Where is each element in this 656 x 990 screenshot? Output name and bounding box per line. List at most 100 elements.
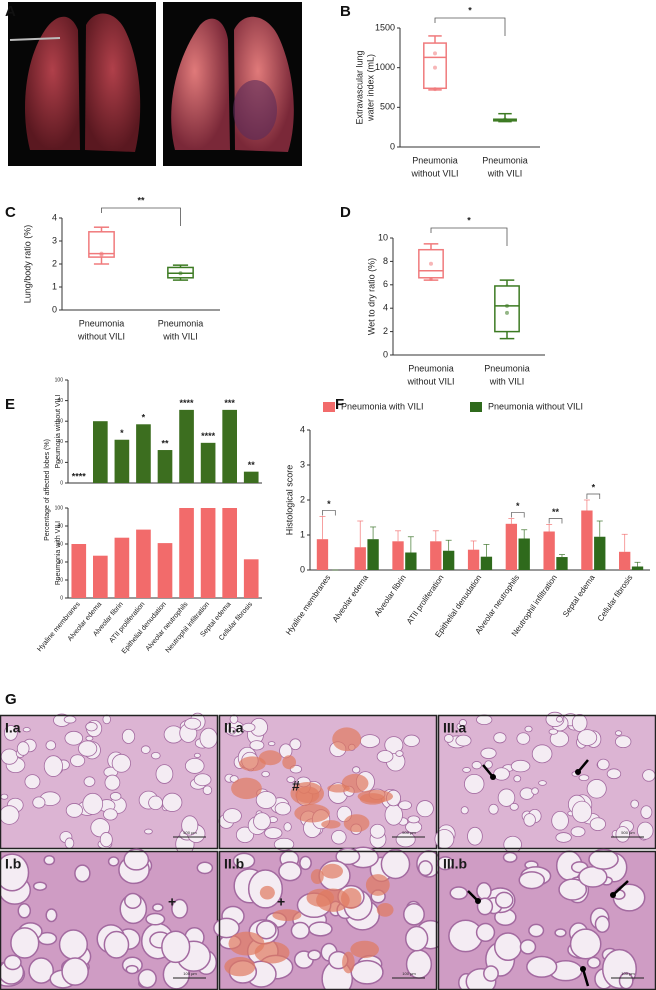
alveolus: [434, 829, 455, 849]
legend-swatch: [323, 402, 335, 412]
alveolus: [32, 796, 46, 809]
lung: [85, 13, 141, 153]
alveolus: [103, 930, 130, 959]
alveolus: [61, 957, 89, 986]
alveolus: [43, 854, 56, 866]
alveolus: [369, 823, 386, 839]
alveolus: [615, 826, 630, 843]
alveolus: [497, 788, 516, 807]
x-tick-label: ATII proliferation: [405, 573, 446, 626]
alveolus: [528, 923, 545, 938]
alveolus: [85, 735, 94, 742]
alveolus: [516, 732, 531, 745]
bar: [71, 544, 87, 598]
alveolus: [350, 959, 384, 985]
arrow-head: [475, 898, 481, 904]
scale-label: 500 µm: [183, 830, 197, 835]
y-tick-label: 2: [300, 494, 305, 504]
alveolus: [45, 740, 57, 751]
bar: [114, 439, 130, 483]
significance: *: [467, 215, 471, 225]
significance: *: [468, 5, 472, 15]
alveolus: [102, 714, 111, 725]
y-tick-label: 100: [55, 505, 64, 511]
alveolus: [331, 829, 347, 845]
y-axis-label: Pneumonia with VILI: [55, 521, 62, 585]
significance-bracket: [548, 518, 563, 524]
alveolus: [278, 861, 302, 882]
alveolus: [58, 929, 89, 960]
alveolus: [222, 808, 242, 824]
alveolus: [267, 741, 276, 747]
alveolus: [70, 754, 86, 767]
bar: [136, 424, 151, 483]
significance: *: [327, 499, 331, 509]
x-tick-label: Septal edema: [561, 573, 597, 619]
bar: [594, 536, 606, 570]
significance-bracket: [430, 227, 508, 246]
x-tick-label: without VILI: [410, 168, 458, 178]
alveolus: [509, 802, 519, 811]
data-point: [178, 271, 183, 276]
scale-label: 500 µm: [402, 830, 416, 835]
micrograph-label: I.b: [5, 856, 21, 872]
alveolus: [148, 795, 163, 811]
y-tick-label: 1000: [375, 62, 395, 72]
alveolus: [476, 897, 494, 916]
hemorrhage: [321, 863, 343, 879]
y-tick-label: 80: [57, 523, 63, 529]
alveolus: [551, 810, 569, 831]
alveolus: [202, 785, 213, 795]
bar: [222, 508, 237, 598]
alveolus: [519, 939, 537, 955]
alveolus: [462, 767, 471, 773]
data-point: [433, 87, 437, 92]
significance: **: [248, 460, 256, 470]
data-point: [505, 303, 509, 308]
hemorrhage: [350, 940, 380, 959]
alveolus: [283, 822, 292, 832]
alveolus: [152, 903, 164, 912]
alveolus: [107, 856, 120, 867]
y-tick-label: 20: [57, 460, 63, 466]
alveolus: [554, 928, 567, 938]
bar: [157, 450, 173, 483]
alveolus: [0, 793, 9, 800]
hemorrhage: [224, 956, 256, 977]
y-tick-label: 0: [383, 349, 388, 359]
hemorrhage: [290, 781, 325, 806]
alveolus: [145, 912, 166, 926]
significance-bracket: [434, 17, 506, 36]
alveolus: [24, 774, 41, 790]
alveolus: [228, 727, 237, 735]
alveolus: [235, 826, 255, 844]
micrograph: III.a 500 µm: [434, 711, 656, 854]
alveolus: [137, 968, 157, 989]
y-tick-label: 40: [57, 559, 63, 565]
hemorrhage: [327, 784, 350, 793]
alveolus: [380, 849, 411, 880]
lung: [171, 18, 230, 150]
micrograph-label: III.b: [443, 856, 467, 872]
data-point: [99, 252, 104, 257]
x-tick-label: Alveolar fibrin: [373, 573, 408, 618]
y-axis-label: water index (mL): [365, 54, 375, 122]
hemorrhage: [294, 804, 330, 823]
alveolus: [83, 776, 96, 787]
hemorrhage: [231, 777, 262, 800]
alveolus: [636, 821, 654, 840]
alveolus: [483, 965, 499, 982]
bar: [200, 508, 216, 598]
alveolus: [249, 740, 265, 751]
bar: [316, 539, 329, 570]
alveolus: [289, 738, 302, 751]
y-tick-label: 20: [57, 577, 63, 583]
alveolus: [255, 791, 277, 809]
lung: [25, 16, 80, 151]
alveolus: [494, 891, 514, 909]
alveolus: [531, 787, 539, 795]
photo-panel: A: [5, 2, 302, 166]
panel-label: D: [340, 204, 351, 221]
alveolus: [150, 751, 161, 760]
lesion: [233, 80, 277, 140]
